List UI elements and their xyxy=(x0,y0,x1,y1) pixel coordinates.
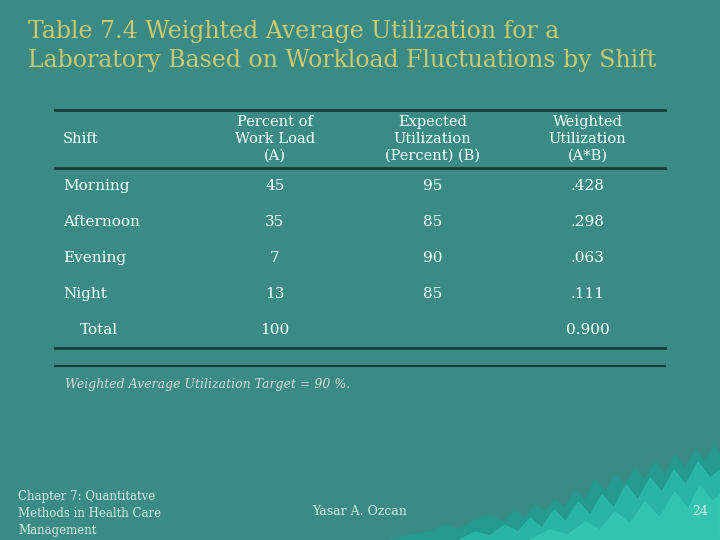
Text: Weighted Average Utilization Target = 90 %.: Weighted Average Utilization Target = 90… xyxy=(65,378,350,391)
Text: Night: Night xyxy=(63,287,107,301)
Text: .298: .298 xyxy=(570,215,604,229)
Text: Afternoon: Afternoon xyxy=(63,215,140,229)
Text: Morning: Morning xyxy=(63,179,130,193)
Text: 24: 24 xyxy=(692,505,708,518)
Polygon shape xyxy=(530,485,720,540)
Text: Weighted
Utilization
(A*B): Weighted Utilization (A*B) xyxy=(549,115,626,163)
Text: 85: 85 xyxy=(423,215,442,229)
Text: Shift: Shift xyxy=(63,132,99,146)
Text: Expected
Utilization
(Percent) (B): Expected Utilization (Percent) (B) xyxy=(385,115,480,163)
Text: Chapter 7: Quantitatve
Methods in Health Care
Management: Chapter 7: Quantitatve Methods in Health… xyxy=(18,490,161,537)
Text: 100: 100 xyxy=(261,323,289,337)
Text: Percent of
Work Load
(A): Percent of Work Load (A) xyxy=(235,115,315,163)
Text: Evening: Evening xyxy=(63,251,126,265)
Text: 13: 13 xyxy=(265,287,284,301)
Text: 35: 35 xyxy=(266,215,284,229)
Text: 95: 95 xyxy=(423,179,442,193)
Text: .063: .063 xyxy=(570,251,604,265)
Polygon shape xyxy=(460,462,720,540)
Text: .111: .111 xyxy=(570,287,605,301)
Text: Table 7.4 Weighted Average Utilization for a
Laboratory Based on Workload Fluctu: Table 7.4 Weighted Average Utilization f… xyxy=(28,20,657,72)
Text: 90: 90 xyxy=(423,251,442,265)
Text: 7: 7 xyxy=(270,251,280,265)
Text: 85: 85 xyxy=(423,287,442,301)
Text: Total: Total xyxy=(80,323,118,337)
Text: 0.900: 0.900 xyxy=(566,323,609,337)
Text: Yasar A. Ozcan: Yasar A. Ozcan xyxy=(312,505,408,518)
Polygon shape xyxy=(390,445,720,540)
Text: .428: .428 xyxy=(570,179,604,193)
Text: 45: 45 xyxy=(265,179,284,193)
